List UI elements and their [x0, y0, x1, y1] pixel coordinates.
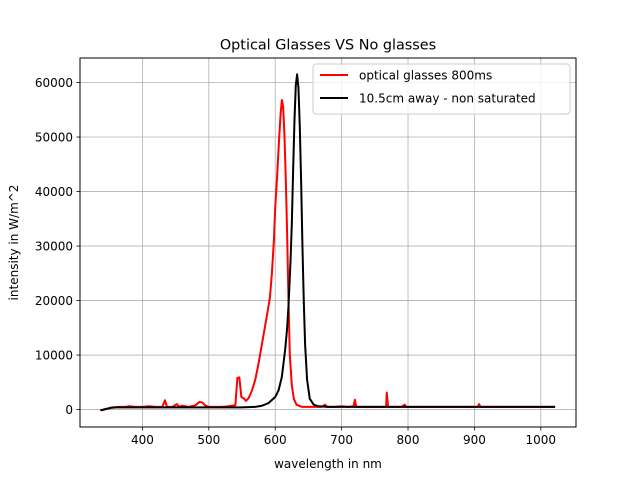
x-tick-label: 1000 [526, 433, 557, 447]
y-tick-label: 60000 [35, 76, 73, 90]
y-tick-label: 30000 [35, 239, 73, 253]
y-axis-label: intensity in W/m^2 [7, 185, 21, 301]
legend: optical glasses 800ms 10.5cm away - non … [312, 63, 571, 115]
x-tick-label: 400 [131, 433, 154, 447]
x-tick-label: 600 [264, 433, 287, 447]
legend-box [312, 63, 571, 115]
y-tick-label: 10000 [35, 348, 73, 362]
y-tick-label: 50000 [35, 130, 73, 144]
y-tick-label: 0 [65, 403, 73, 417]
x-tick-label: 500 [197, 433, 220, 447]
chart-title: Optical Glasses VS No glasses [220, 38, 436, 54]
y-tick-label: 20000 [35, 294, 73, 308]
x-tick-label: 800 [397, 433, 420, 447]
x-tick-label: 700 [330, 433, 353, 447]
legend-label-no-glasses: 10.5cm away - non saturated [359, 92, 536, 106]
series-line-no-glasses [100, 73, 556, 412]
series-lines [100, 73, 556, 412]
plot-area-frame [79, 57, 577, 428]
x-tick-label: 900 [463, 433, 486, 447]
x-axis-label: wavelength in nm [274, 457, 382, 471]
legend-label-optical-glasses: optical glasses 800ms [359, 69, 492, 83]
axis-ticks: 400 500 600 700 800 900 1000010000200003000040… [35, 76, 556, 447]
y-tick-label: 40000 [35, 185, 73, 199]
